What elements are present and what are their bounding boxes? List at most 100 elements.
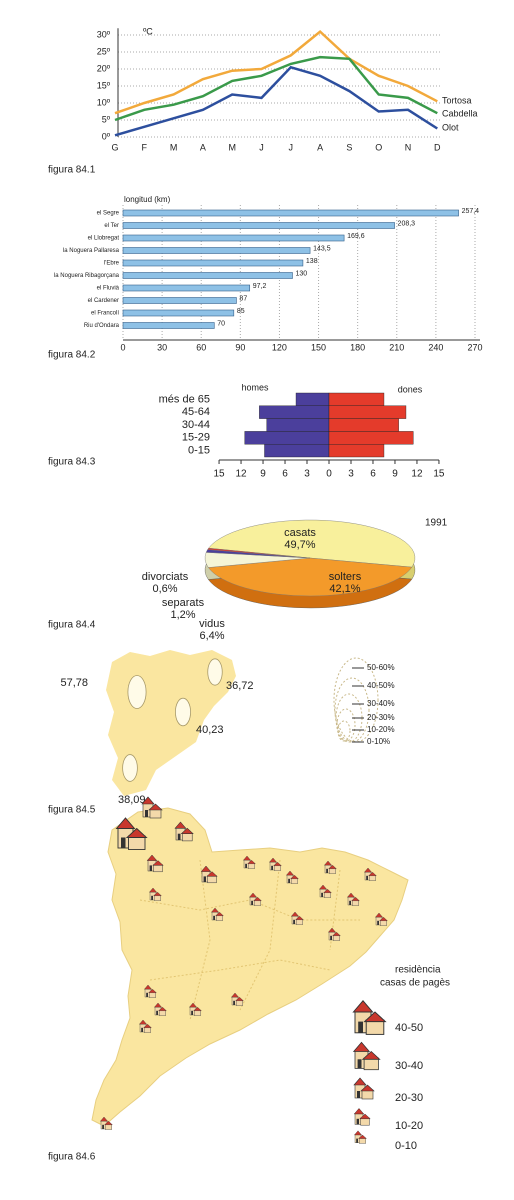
caption: figura 84.4: [48, 620, 96, 631]
house-door: [330, 935, 332, 940]
bubble: [127, 675, 147, 709]
house-door: [358, 1021, 363, 1033]
x-tick-label: 15: [213, 469, 225, 480]
x-tick-label: 240: [428, 342, 443, 352]
house-roof: [235, 996, 244, 1001]
house-wall: [380, 920, 387, 926]
house-roof: [100, 1116, 108, 1122]
x-tick-label: 3: [304, 469, 310, 480]
bar: [122, 297, 237, 304]
house-icon: [154, 1002, 167, 1016]
value-label: 130: [295, 270, 307, 277]
house-wall: [207, 875, 217, 884]
slice-label: separats: [162, 597, 205, 609]
house-wall: [333, 935, 340, 941]
house-icon: [269, 857, 282, 871]
x-tick-label: 0: [326, 469, 332, 480]
x-tick-label: 15: [433, 469, 445, 480]
house-roof: [143, 1023, 152, 1028]
category-label: el Llobregat: [88, 236, 120, 242]
legend-label: 20-30: [395, 1092, 423, 1104]
y-tick-label: 5º: [102, 114, 111, 124]
value-label: 57,78: [60, 677, 88, 689]
legend-label: 10-20: [395, 1120, 423, 1132]
pie-slice: [207, 547, 311, 559]
house-icon: [174, 821, 194, 842]
house-roof: [323, 888, 332, 893]
line-series: [114, 55, 438, 122]
house-roof: [139, 1019, 147, 1025]
value-label: 208,3: [398, 220, 416, 227]
house-door: [145, 810, 148, 817]
y-tick-label: 20º: [97, 63, 111, 73]
caption: figura 84.6: [48, 1152, 96, 1163]
house-roof: [332, 931, 341, 936]
bar: [328, 392, 385, 407]
y-tick-label: 15º: [97, 80, 111, 90]
bar: [244, 431, 330, 445]
caption: figura 84.3: [48, 457, 96, 468]
house-roof: [153, 891, 162, 896]
house-icon: [211, 907, 224, 921]
bar: [264, 444, 330, 458]
x-tick-label: 0: [120, 342, 125, 352]
bar: [328, 405, 407, 419]
category-label: Riu d'Ondara: [84, 323, 120, 329]
house-icon: [354, 1130, 367, 1144]
category-label: el Segre: [97, 211, 120, 217]
legend-label: dones: [398, 384, 423, 394]
house-icon: [352, 1000, 387, 1035]
category-label: 0-15: [188, 445, 210, 457]
house-icon: [249, 892, 262, 906]
category-label: el Fluvià: [97, 286, 120, 292]
house-door: [245, 863, 247, 868]
legend-label: 0-10%: [367, 737, 390, 746]
legend-label: 40-50%: [367, 681, 395, 690]
house-roof: [364, 867, 372, 873]
house-icon: [139, 1019, 152, 1033]
house-roof: [290, 874, 299, 879]
line-series: [114, 29, 438, 115]
house-door: [177, 833, 181, 840]
house-roof: [200, 865, 212, 872]
house-wall: [248, 863, 255, 869]
x-tick-label: 60: [196, 342, 206, 352]
x-tick-label: D: [434, 142, 441, 152]
bar: [328, 418, 399, 432]
bar: [122, 284, 251, 292]
caption: figura 84.1: [48, 165, 96, 176]
house-roof: [295, 915, 304, 920]
legend-title: residència: [395, 965, 441, 976]
house-icon: [115, 817, 148, 850]
house-wall: [128, 835, 146, 850]
house-icon: [353, 1077, 375, 1100]
caption: figura 84.5: [48, 805, 96, 816]
house-wall: [329, 868, 336, 874]
house-wall: [154, 895, 161, 901]
legend-label: 10-20%: [367, 725, 395, 734]
category-label: l'Ebre: [104, 261, 120, 267]
house-roof: [144, 984, 152, 990]
house-door: [366, 875, 368, 880]
house-roof: [154, 1002, 162, 1008]
house-roof: [115, 817, 136, 829]
house-roof: [286, 870, 294, 876]
house-wall: [291, 878, 298, 884]
house-door: [213, 915, 215, 920]
y-tick-label: 25º: [97, 46, 111, 56]
house-icon: [144, 984, 157, 998]
category-label: la Noguera Pallaresa: [63, 248, 120, 254]
house-roof: [193, 1006, 202, 1011]
value-label: 85: [237, 308, 245, 315]
house-door: [203, 876, 206, 882]
house-roof: [174, 821, 187, 829]
house-door: [357, 1059, 362, 1069]
house-roof: [360, 1084, 375, 1092]
house-door: [288, 878, 290, 883]
legend-label: 20-30%: [367, 713, 395, 722]
house-roof: [148, 803, 163, 811]
house-wall: [352, 900, 359, 906]
house-icon: [286, 870, 299, 884]
house-wall: [105, 1124, 112, 1130]
x-tick-label: 12: [411, 469, 423, 480]
